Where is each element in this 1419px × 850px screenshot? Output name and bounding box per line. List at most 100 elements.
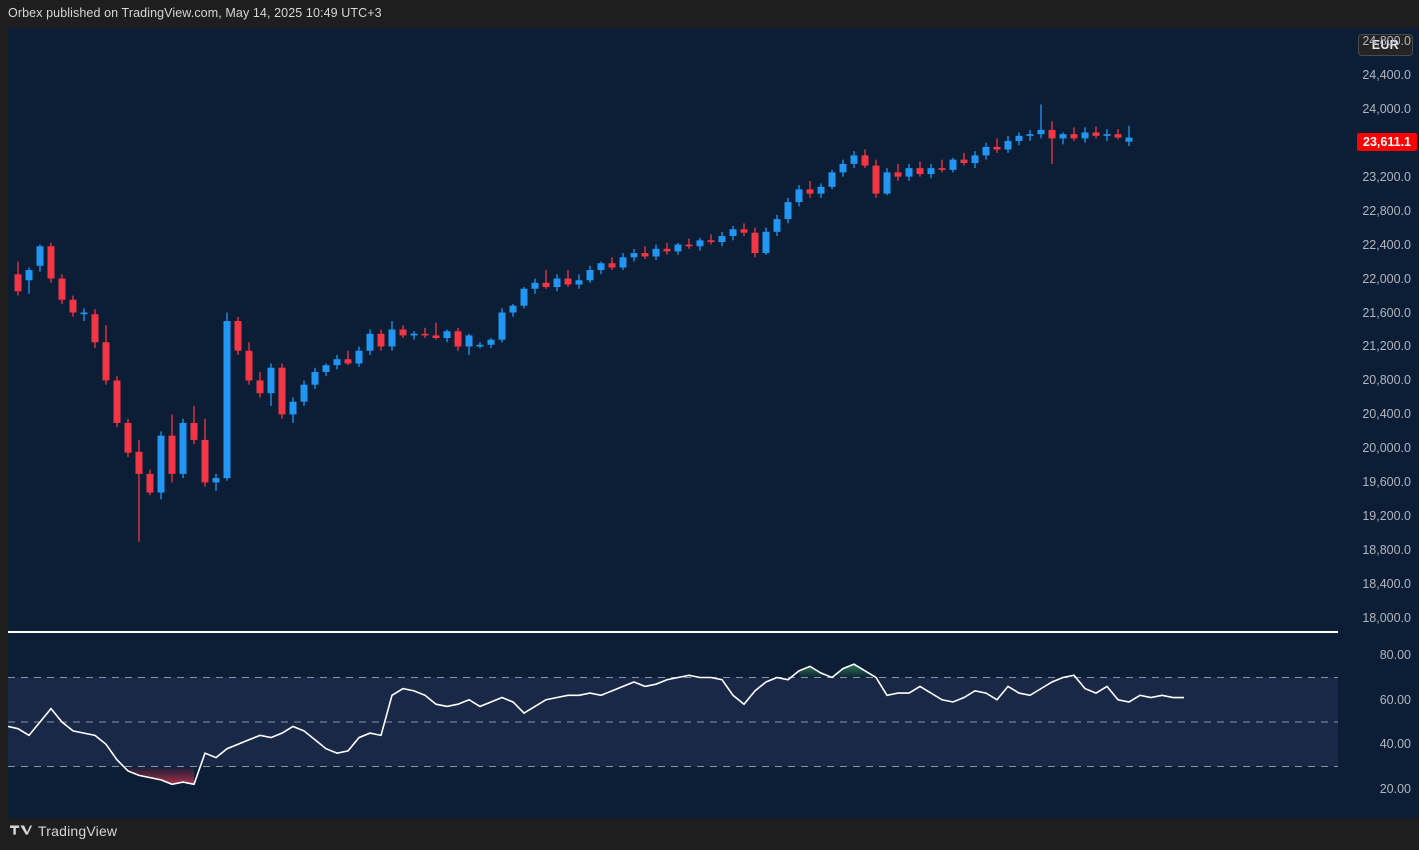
price-axis-label: 21,600.0 [1362,305,1411,320]
tradingview-logo[interactable]: TradingView [10,823,117,839]
candle [520,287,528,309]
candle [828,169,836,190]
candle [1081,127,1089,143]
price-axis-label: 19,600.0 [1362,475,1411,490]
candle [14,261,22,296]
price-axis-label: 20,800.0 [1362,373,1411,388]
candle [586,265,594,283]
candle [311,367,319,389]
candle [1125,125,1133,147]
candle [36,244,44,272]
candle [806,180,814,198]
candle [509,304,517,317]
candle [993,138,1001,153]
candle [740,223,748,237]
candle [718,231,726,247]
price-axis-label: 24,000.0 [1362,101,1411,116]
tradingview-logo-icon [10,825,32,835]
candle [465,333,473,355]
candle [399,325,407,338]
candle [652,244,660,260]
price-axis[interactable]: EUR 24,800.0 24,400.0 24,000.0 23,200.0 22,8… [1338,28,1419,811]
chart-area[interactable]: EUR 24,800.0 24,400.0 24,000.0 23,200.0 22,8… [8,28,1419,835]
candle [80,308,88,322]
pane-separator [8,631,1338,633]
candle [883,168,891,196]
candle [366,329,374,355]
candle [817,183,825,198]
candle [355,346,363,367]
last-price-tag[interactable]: 23,611.1 [1357,132,1417,151]
candle [575,274,583,289]
candle [1015,132,1023,146]
currency-badge[interactable]: EUR [1357,34,1413,56]
candle [201,418,209,487]
price-axis-label: 22,800.0 [1362,203,1411,218]
candle [531,278,539,294]
candle [322,363,330,377]
chart-footer: TradingView [0,818,1419,850]
candle [1114,129,1122,140]
candle [102,325,110,385]
rsi-axis-label: 60.00 [1379,692,1411,707]
candle [432,322,440,340]
candle [476,342,484,349]
candle [300,380,308,406]
candle [762,227,770,255]
candle [685,238,693,249]
rsi-axis-label: 40.00 [1379,737,1411,752]
candle [905,163,913,181]
candle [234,316,242,355]
candle [146,469,154,496]
rsi-axis-label: 20.00 [1379,781,1411,796]
candle [377,329,385,351]
candle [663,242,671,255]
rsi-oversold-area [128,766,194,785]
candle [289,397,297,423]
candle [179,418,187,479]
price-axis-label: 20,000.0 [1362,441,1411,456]
chart-header: Orbex published on TradingView.com, May … [0,0,1419,28]
candle [949,157,957,173]
price-axis-label: 24,400.0 [1362,67,1411,82]
price-pane[interactable] [8,28,1338,631]
price-axis-label: 18,800.0 [1362,543,1411,558]
candle [278,363,286,419]
candle [861,149,869,169]
candle [839,159,847,177]
candle [443,329,451,343]
candle [421,327,429,338]
candle [597,261,605,275]
price-axis-label: 18,400.0 [1362,577,1411,592]
candle [1037,104,1045,139]
candle [124,418,132,457]
candle [223,312,231,481]
rsi-pane[interactable] [8,633,1338,811]
candle [850,151,858,169]
candle [1092,126,1100,139]
candle [69,295,77,317]
candle [344,350,352,366]
candlestick-series [14,104,1133,542]
candle [25,267,33,294]
candle [773,214,781,237]
candle [630,248,638,262]
candle [1026,129,1034,141]
price-axis-label: 24,800.0 [1362,33,1411,48]
candle [751,227,759,258]
rsi-axis-label: 80.00 [1379,648,1411,663]
candle [938,159,946,173]
candle [245,342,253,385]
candle [674,242,682,255]
candle [1070,127,1078,141]
candle [1103,129,1111,141]
candle [454,327,462,351]
candle [212,473,220,491]
candle [564,270,572,288]
candle [487,337,495,349]
candle [190,405,198,445]
rsi-line [8,663,1184,786]
candle [982,142,990,160]
candle [872,159,880,198]
